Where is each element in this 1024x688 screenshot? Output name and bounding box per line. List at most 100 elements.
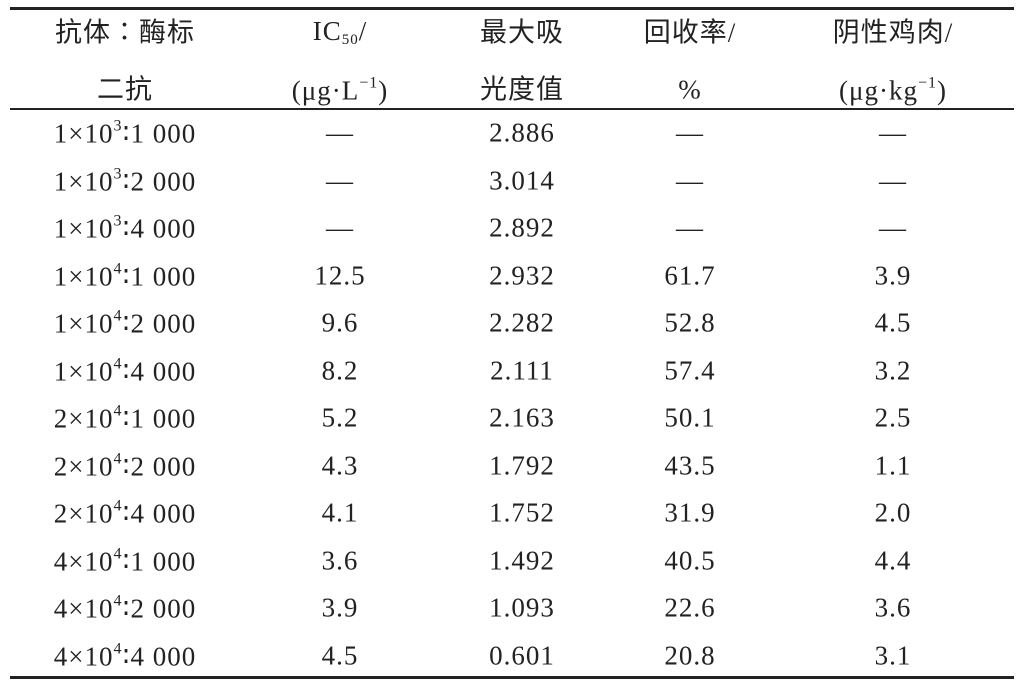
data-cell: 2×104∶2 000 [54,451,197,480]
data-cell: — [879,165,907,195]
superscript: 4 [113,592,123,610]
text-segment: 光度值 [480,74,564,105]
data-cell: 4.4 [874,545,912,575]
data-cell: 1.792 [489,450,555,480]
data-cell: 1.1 [874,450,912,480]
data-cell: 3.6 [874,592,912,623]
superscript: 4 [113,545,123,562]
text-segment: ) [937,75,947,106]
text-segment: 1×10 [53,261,114,291]
data-cell: 4.5 [321,640,359,670]
text-segment: 回收率/ [643,17,737,48]
data-cell: 1×104∶1 000 [54,261,197,290]
superscript: 4 [113,402,123,420]
text-segment: 4×10 [53,546,114,576]
data-cell: 3.1 [874,640,912,670]
data-cell: 3.9 [321,592,359,623]
header-cell: 二抗 [97,76,153,104]
data-cell: 12.5 [314,260,366,290]
data-cell: 3.2 [874,355,912,385]
data-cell: 4×104∶2 000 [54,592,197,624]
superscript: 4 [113,450,123,467]
data-cell: — [326,117,354,148]
data-cell: 4×104∶4 000 [54,641,197,670]
data-cell: 1.752 [489,497,555,528]
data-cell: — [879,212,907,243]
header-cell: (μg·kg−1) [839,74,947,106]
text-segment: 1×10 [53,308,114,339]
text-segment: 1×10 [53,166,114,196]
text-segment: 2×10 [53,498,114,529]
data-cell: 1.093 [489,592,555,623]
data-cell: 57.4 [664,355,716,385]
superscript: −1 [917,74,937,92]
data-cell: — [676,117,704,148]
data-cell: 2.892 [489,212,555,243]
text-segment: 抗体∶酶标 [55,17,195,48]
text-segment: 2×10 [53,451,114,481]
superscript: 3 [113,117,123,135]
text-segment: ∶4 000 [122,213,197,244]
superscript: 4 [113,497,123,515]
data-cell: 1×103∶1 000 [53,117,197,149]
data-cell: 1×104∶2 000 [53,307,197,339]
superscript: 3 [113,165,123,182]
header-cell: % [678,74,702,105]
text-segment: ∶1 000 [122,403,197,434]
data-cell: 4.3 [321,450,359,480]
header-cell: 阴性鸡肉/ [833,19,954,47]
data-cell: 20.8 [664,640,716,670]
superscript: 4 [113,307,123,325]
data-cell: — [676,212,704,243]
superscript: 3 [113,212,123,230]
data-cell: 2.5 [874,402,912,433]
data-cell: 3.014 [489,165,555,195]
data-cell: — [879,117,907,148]
text-segment: 1×10 [53,213,114,244]
text-segment: ∶1 000 [122,118,197,149]
superscript: −1 [359,74,379,92]
text-segment: ∶1 000 [122,546,197,576]
data-cell: 2×104∶1 000 [53,402,197,434]
text-segment: ∶1 000 [122,261,197,291]
data-cell: 2.111 [490,355,554,385]
text-segment: 1×10 [53,118,114,149]
data-cell: 2.932 [489,260,555,290]
data-cell: 2.886 [489,117,555,148]
text-segment: ) [378,75,389,106]
text-segment: / [358,16,368,46]
data-cell: — [326,212,354,243]
data-cell: 61.7 [664,260,716,290]
data-cell: 5.2 [321,402,359,433]
text-segment: ∶2 000 [122,451,197,481]
text-segment: ∶2 000 [122,593,197,624]
header-cell: 光度值 [480,74,564,105]
data-cell: 52.8 [664,307,716,338]
data-cell: 2.282 [489,307,555,338]
text-segment: 4×10 [53,641,114,671]
text-segment: % [678,74,702,105]
data-cell: 40.5 [664,545,716,575]
top-rule [10,7,1014,10]
data-cell: — [676,165,704,195]
header-cell: 最大吸 [480,17,564,48]
header-cell: IC50/ [313,18,368,48]
data-cell: 3.6 [321,545,359,575]
header-cell: (μg·L−1) [291,74,389,106]
text-segment: 最大吸 [480,17,564,48]
subscript: 50 [341,32,359,48]
text-segment: 2×10 [53,403,114,434]
text-segment: ∶4 000 [122,356,197,386]
header-cell: 回收率/ [643,17,737,48]
text-segment: IC [312,16,342,46]
data-cell: 0.601 [489,640,555,670]
data-cell: 31.9 [664,497,716,528]
data-cell: 50.1 [664,402,716,433]
data-cell: 43.5 [664,450,716,480]
text-segment: (μg·L [291,75,360,106]
data-cell: 1×104∶4 000 [54,356,197,385]
data-cell: 1×103∶2 000 [54,166,197,195]
header-rule [10,108,1014,110]
text-segment: ∶4 000 [122,498,197,529]
